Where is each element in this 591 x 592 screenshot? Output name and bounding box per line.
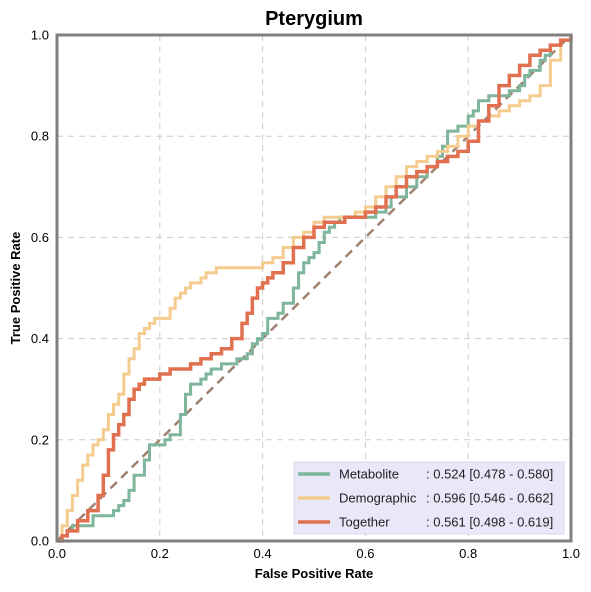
legend-series-name: Demographic — [339, 491, 417, 506]
y-tick-label: 0.2 — [31, 432, 49, 447]
legend-auc-value: : 0.524 [0.478 - 0.580] — [426, 467, 553, 482]
y-tick-label: 0.8 — [31, 129, 49, 144]
x-tick-label: 0.6 — [356, 546, 374, 561]
chart-title: Pterygium — [265, 8, 363, 30]
plot-frame — [55, 33, 573, 543]
y-tick-label: 0.6 — [31, 230, 49, 245]
y-tick-label: 1.0 — [31, 28, 49, 43]
series-line-together — [57, 35, 573, 543]
legend-box — [293, 461, 565, 535]
x-tick-label: 0.4 — [254, 546, 272, 561]
y-tick-label: 0.4 — [31, 331, 49, 346]
x-tick-label: 0.0 — [48, 546, 66, 561]
legend-auc-value: : 0.561 [0.498 - 0.619] — [426, 515, 553, 530]
legend-auc-value: : 0.596 [0.546 - 0.662] — [426, 491, 553, 506]
series-line-demographic — [57, 35, 573, 543]
legend: Metabolite : 0.524 [0.478 - 0.580] Demogra… — [293, 461, 565, 535]
legend-series-name: Together — [339, 515, 390, 530]
series-line-metabolite — [57, 35, 573, 543]
tick-labels: 0.0 0.2 0.4 0.6 0.8 1.0 0.0 0.2 0.4 0.6 0.8 1.0 — [31, 28, 580, 562]
y-axis-label: True Positive Rate — [8, 232, 23, 345]
legend-series-name: Metabolite — [339, 467, 399, 482]
y-tick-label: 0.0 — [31, 534, 49, 549]
x-axis-label: False Positive Rate — [255, 566, 374, 581]
x-tick-label: 0.2 — [151, 546, 169, 561]
x-tick-label: 1.0 — [562, 546, 580, 561]
series-layer — [57, 35, 573, 543]
x-tick-label: 0.8 — [459, 546, 477, 561]
